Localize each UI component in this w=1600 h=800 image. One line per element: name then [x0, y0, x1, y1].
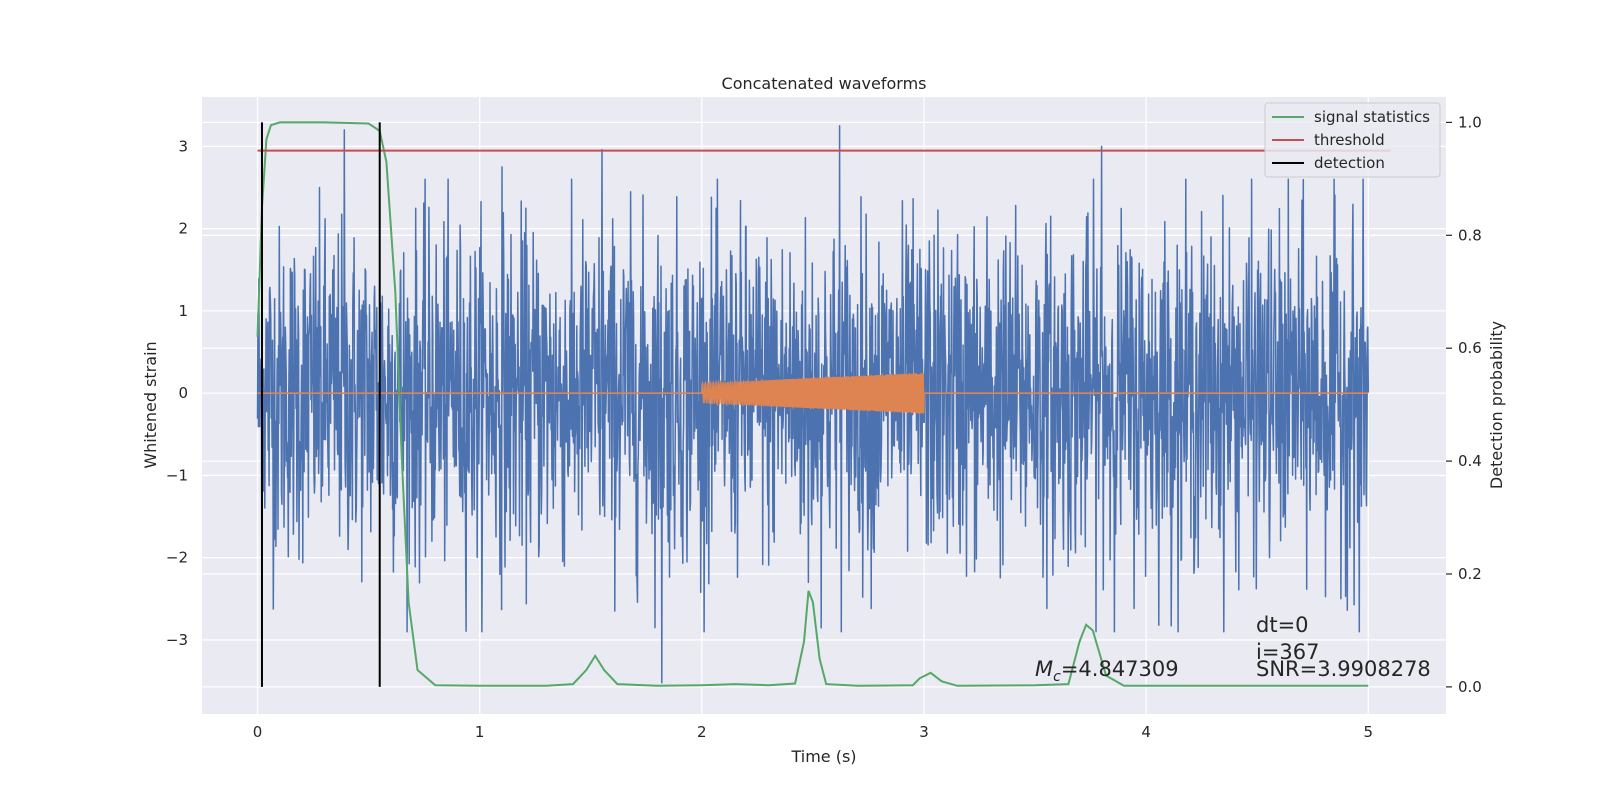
- chart-title: Concatenated waveforms: [722, 74, 927, 93]
- y2-tick-label: 0.4: [1458, 452, 1482, 470]
- chirp-mass-symbol: M: [1035, 657, 1053, 681]
- y2-tick-label: 0.6: [1458, 339, 1482, 357]
- y2-tick-label: 0.0: [1458, 678, 1482, 696]
- y-tick-label: −1: [166, 466, 188, 484]
- template-line: [257, 373, 1369, 414]
- y2-tick-label: 1.0: [1458, 113, 1482, 131]
- strain-series: [256, 125, 1370, 684]
- y2-tick-label: 0.2: [1458, 565, 1482, 583]
- chirp-mass-subscript: c: [1053, 669, 1061, 685]
- x-tick-label: 5: [1363, 723, 1373, 741]
- y-tick-label: −3: [166, 631, 188, 649]
- chirp-mass-annotation: Mc=4.847309: [1035, 657, 1179, 685]
- signal-statistics-line: [256, 121, 1369, 687]
- legend-label-detection: detection: [1314, 154, 1385, 172]
- y-tick-label: 0: [178, 384, 188, 402]
- legend: signal statistics threshold detection: [1264, 102, 1441, 178]
- y2-axis-title: Detection probability: [1487, 321, 1506, 489]
- annotations: Mc=4.847309 dt=0 i=367 SNR=3.9908278: [1035, 613, 1431, 685]
- statistics-series: [256, 121, 1391, 687]
- x-tick-label: 4: [1141, 723, 1151, 741]
- x-tick-label: 1: [475, 723, 485, 741]
- snr-annotation: SNR=3.9908278: [1256, 657, 1431, 681]
- strain-line: [256, 125, 1370, 684]
- y-tick-label: 1: [178, 302, 188, 320]
- x-tick-label: 2: [697, 723, 707, 741]
- y-tick-label: 3: [178, 137, 188, 155]
- legend-box: [1264, 102, 1441, 178]
- y-axis-title: Whitened strain: [141, 341, 160, 468]
- y-tick-label: −2: [166, 549, 188, 567]
- dt-annotation: dt=0: [1256, 613, 1309, 637]
- x-tick-label: 0: [253, 723, 263, 741]
- index-annotation: i=367: [1256, 640, 1320, 664]
- legend-label-threshold: threshold: [1314, 131, 1385, 149]
- y-tick-label: 2: [178, 220, 188, 238]
- x-tick-label: 3: [919, 723, 929, 741]
- x-axis-title: Time (s): [790, 747, 856, 766]
- y2-tick-label: 0.8: [1458, 226, 1482, 244]
- chirp-mass-value: =4.847309: [1061, 657, 1179, 681]
- template-series: [257, 373, 1369, 414]
- axis-ticks: 0 1 2 3 4 5 −3 −2 −1 0 1 2 3 0.0 0.2 0.4 0.6 0.8 1.0: [166, 113, 1482, 741]
- legend-label-signal-statistics: signal statistics: [1314, 108, 1430, 126]
